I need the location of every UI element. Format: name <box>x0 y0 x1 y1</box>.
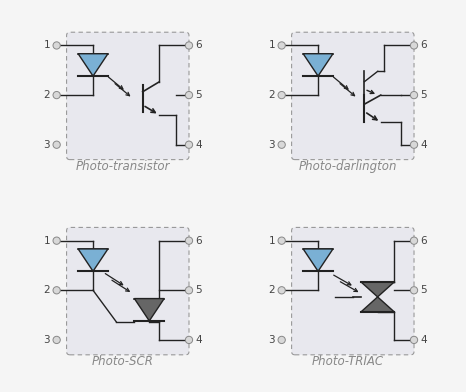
Polygon shape <box>78 249 108 271</box>
Circle shape <box>53 141 60 148</box>
Circle shape <box>185 42 192 49</box>
Circle shape <box>411 91 418 99</box>
Text: 3: 3 <box>268 335 275 345</box>
Circle shape <box>278 141 285 148</box>
Text: 1: 1 <box>268 40 275 51</box>
Circle shape <box>411 336 418 343</box>
Circle shape <box>278 42 285 49</box>
Text: 2: 2 <box>43 90 50 100</box>
Circle shape <box>53 336 60 343</box>
Circle shape <box>185 237 192 244</box>
Text: 6: 6 <box>421 236 427 246</box>
Text: 5: 5 <box>421 285 427 295</box>
Text: 4: 4 <box>421 335 427 345</box>
Text: 6: 6 <box>196 236 202 246</box>
Text: Photo-TRIAC: Photo-TRIAC <box>312 355 384 368</box>
Text: 1: 1 <box>43 40 50 51</box>
Polygon shape <box>134 299 164 321</box>
Text: Photo-SCR: Photo-SCR <box>92 355 154 368</box>
Circle shape <box>53 237 60 244</box>
Polygon shape <box>361 282 394 297</box>
Text: 6: 6 <box>196 40 202 51</box>
Circle shape <box>185 141 192 148</box>
Text: 3: 3 <box>268 140 275 150</box>
Text: 4: 4 <box>196 140 202 150</box>
Circle shape <box>411 42 418 49</box>
Circle shape <box>53 91 60 99</box>
Text: Photo-transistor: Photo-transistor <box>75 160 170 173</box>
FancyBboxPatch shape <box>292 32 414 160</box>
Text: 3: 3 <box>43 335 50 345</box>
Circle shape <box>185 91 192 99</box>
Polygon shape <box>303 249 333 271</box>
Text: 5: 5 <box>196 285 202 295</box>
Text: 2: 2 <box>43 285 50 295</box>
Text: 4: 4 <box>196 335 202 345</box>
Circle shape <box>278 336 285 343</box>
Circle shape <box>278 91 285 99</box>
Circle shape <box>411 287 418 294</box>
Circle shape <box>53 287 60 294</box>
Text: 2: 2 <box>268 285 275 295</box>
Text: 3: 3 <box>43 140 50 150</box>
Circle shape <box>53 42 60 49</box>
FancyBboxPatch shape <box>67 227 189 355</box>
Circle shape <box>278 237 285 244</box>
Text: 1: 1 <box>43 236 50 246</box>
Circle shape <box>411 237 418 244</box>
Circle shape <box>185 336 192 343</box>
Text: Photo-darlington: Photo-darlington <box>299 160 397 173</box>
Circle shape <box>278 287 285 294</box>
Text: 5: 5 <box>196 90 202 100</box>
Text: 2: 2 <box>268 90 275 100</box>
Text: 6: 6 <box>421 40 427 51</box>
Text: 5: 5 <box>421 90 427 100</box>
Circle shape <box>411 141 418 148</box>
Text: 4: 4 <box>421 140 427 150</box>
Polygon shape <box>78 54 108 76</box>
Circle shape <box>185 287 192 294</box>
FancyBboxPatch shape <box>292 227 414 355</box>
Text: 1: 1 <box>268 236 275 246</box>
Polygon shape <box>303 54 333 76</box>
Polygon shape <box>361 297 394 312</box>
FancyBboxPatch shape <box>67 32 189 160</box>
